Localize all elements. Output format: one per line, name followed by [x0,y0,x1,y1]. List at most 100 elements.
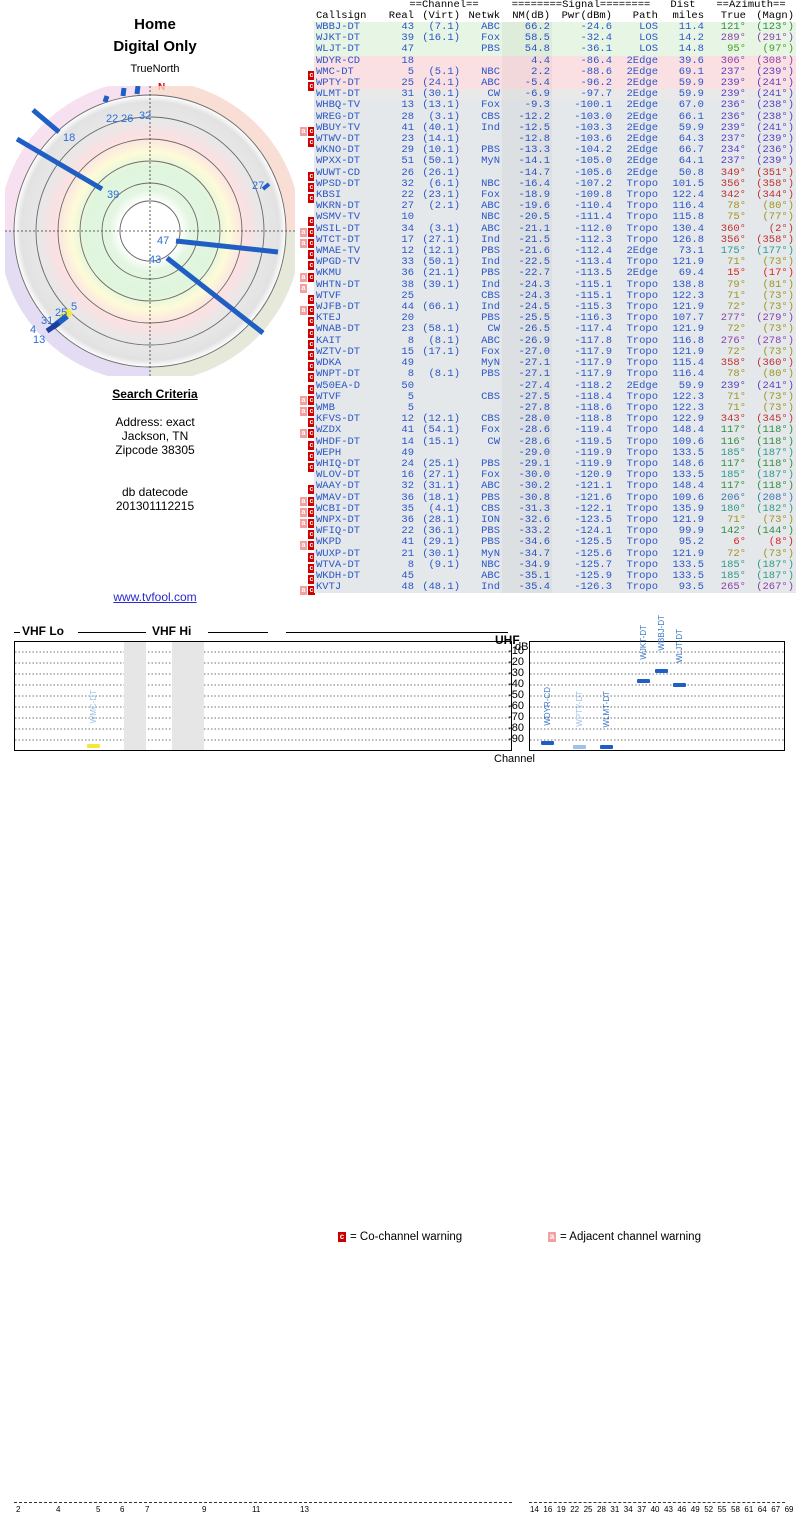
station-signal-bar[interactable] [636,678,650,683]
table-row[interactable]: WSIL-DT 34 (3.1) ABC -21.1 -112.0 Tropo 130.4 36… [314,223,796,235]
station-signal-bar[interactable] [87,743,101,748]
criteria-address: Address: exact [115,415,195,429]
table-row[interactable]: WNPX-DT 36 (28.1) ION -32.6 -123.5 Tropo 121.9 7… [314,514,796,527]
azimuth-magn-cell: (236°) [748,145,796,157]
table-row[interactable]: WHIQ-DT 24 (25.1) PBS -29.1 -119.9 Tropo 148.6 1… [314,458,796,471]
col-real[interactable]: Real [388,10,414,22]
table-row[interactable]: WREG-DT 28 (3.1) CBS -12.2 -103.0 2Edge 66.1 236… [314,111,796,123]
table-row[interactable]: WFIQ-DT 22 (36.1) PBS -33.2 -124.1 Tropo 99.9 14… [314,525,796,538]
adjacent-warning-icon: a [300,507,307,517]
warning-flags: c [300,295,316,306]
table-row[interactable]: WJFB-DT 44 (66.1) Ind -24.5 -115.3 Tropo 121.9 7… [314,301,796,314]
table-row[interactable]: WTCT-DT 17 (27.1) Ind -21.5 -112.3 Tropo 126.8 3… [314,234,796,247]
table-row[interactable]: WTVA-DT 8 (9.1) NBC -34.9 -125.7 Tropo 133.5 185… [314,559,796,571]
col-magn[interactable]: (Magn) [756,10,794,22]
table-row[interactable]: WHBQ-TV 13 (13.1) Fox -9.3 -100.1 2Edge 67.0 236… [314,100,796,112]
table-row[interactable]: WZDX 41 (54.1) Fox -28.6 -119.4 Tropo 148.4 117°… [314,425,796,437]
callsign-cell: WEPH [314,447,386,459]
callsign-cell: WHBQ-TV [314,100,386,112]
table-row[interactable]: WLOV-DT 16 (27.1) Fox -30.0 -120.9 Tropo 133.5 1… [314,469,796,482]
network-cell [462,55,502,67]
azimuth-magn-cell: (187°) [748,469,796,482]
table-row[interactable]: WPGD-TV 33 (50.1) Ind -22.5 -113.4 Tropo 121.9 7… [314,257,796,269]
warning-flags: c [300,351,316,362]
real-channel-cell: 8 [386,559,416,571]
table-row[interactable]: WEPH 49 -29.0 -119.9 Tropo 133.5 185° (187°) [314,447,796,459]
table-row[interactable]: WAAY-DT 32 (31.1) ABC -30.2 -121.1 Tropo 148.4 1… [314,481,796,493]
y-tick-label: -60 [508,700,524,712]
table-row[interactable]: WNAB-DT 23 (58.1) CW -26.5 -117.4 Tropo 121.9 72… [314,324,796,336]
table-row[interactable]: WKMU 36 (21.1) PBS -22.7 -113.5 2Edge 69.4 15° (1… [314,268,796,280]
cochannel-warning-icon: c [308,295,315,304]
station-signal-bar[interactable] [573,745,586,749]
table-row[interactable]: WUXP-DT 21 (30.1) MyN -34.7 -125.6 Tropo 121.9 7… [314,548,796,560]
table-row[interactable]: WMB 5 -27.8 -118.6 Tropo 122.3 71° (73°) [314,402,796,415]
table-row[interactable]: WMAV-DT 36 (18.1) PBS -30.8 -121.6 Tropo 109.6 2… [314,492,796,504]
col-true[interactable]: True [720,10,746,22]
svg-text:31: 31 [41,315,53,327]
table-row[interactable]: WNPT-DT 8 (8.1) PBS -27.1 -117.9 Tropo 116.4 78°… [314,369,796,381]
virtual-channel-cell: (8.1) [416,335,462,347]
callsign-cell: WKPD [314,537,386,549]
callsign-cell: WJFB-DT [314,301,386,314]
table-row[interactable]: WHTN-DT 38 (39.1) Ind -24.3 -115.1 Tropo 138.8 7… [314,279,796,291]
station-signal-bar[interactable] [673,682,686,687]
station-signal-bar[interactable] [541,741,555,746]
table-row[interactable]: WPSD-DT 32 (6.1) NBC -16.4 -107.2 Tropo 101.5 35… [314,178,796,191]
col-path[interactable]: Path [632,10,658,22]
table-row[interactable]: WTWV-DT 23 (14.1) -12.8 -103.6 2Edge 64.3 237°(… [314,133,796,146]
col-callsign[interactable]: Callsign [316,10,367,22]
station-signal-bar[interactable] [600,745,614,749]
network-cell: CBS [462,290,502,303]
col-nm[interactable]: NM(dB) [512,10,550,22]
col-dist[interactable]: miles [672,10,704,22]
table-row[interactable]: WMAE-TV 12 (12.1) PBS -21.6 -112.4 2Edge 73.1 17… [314,245,796,258]
adjacent-warning-icon: a [300,429,307,439]
col-virt[interactable]: (Virt) [422,10,460,22]
table-row[interactable]: WTVF 25 CBS -24.3 -115.1 Tropo 122.3 71° (73°) [314,290,796,303]
svg-text:5: 5 [71,301,77,313]
cochannel-warning-icon: c [308,552,315,562]
noise-margin-cell: 66.2 [502,21,552,34]
col-netwk[interactable]: Netwk [468,10,500,22]
station-label: WJKT-DT [638,624,648,660]
azimuth-magn-cell: (73°) [748,257,796,269]
table-row[interactable]: WDYR-CD 18 4.4 -86.4 2Edge 39.6 306° (308°) [314,55,796,67]
table-row[interactable]: KAIT 8 (8.1) ABC -26.9 -117.8 Tropo 116.8 276° (2… [314,335,796,347]
table-row[interactable]: WUWT-CD 26 (26.1) -14.7 -105.6 2Edge 50.8 349°(… [314,167,796,179]
cochannel-warning-icon: c [308,575,315,584]
table-row[interactable]: WPTY-DT 25 (24.1) ABC -5.4 -96.2 2Edge 59.9 239°… [314,77,796,90]
table-row[interactable]: WMC-DT 5 (5.1) NBC 2.2 -88.6 2Edge 69.1 237° (239… [314,66,796,79]
table-row[interactable]: WLMT-DT 31 (30.1) CW -6.9 -97.7 2Edge 59.9 239°(… [314,89,796,101]
table-row[interactable]: WCBI-DT 35 (4.1) CBS -31.3 -122.1 Tropo 135.9 18… [314,503,796,515]
table-row[interactable]: WKNO-DT 29 (10.1) PBS -13.3 -104.2 2Edge 66.7 23… [314,145,796,157]
table-row[interactable]: WPXX-DT 51 (50.1) MyN -14.1 -105.0 2Edge 64.1 23… [314,156,796,168]
real-channel-cell: 31 [386,89,416,101]
table-row[interactable]: KBSI 22 (23.1) Fox -18.9 -109.8 Tropo 122.4 342°… [314,189,796,202]
table-row[interactable]: WDKA 49 MyN -27.1 -117.9 Tropo 115.4 358° (360°) [314,357,796,370]
table-row[interactable]: WJKT-DT 39 (16.1) Fox 58.5 -32.4 LOS 14.2 289° (2… [314,32,796,45]
table-row[interactable]: WKDH-DT 45 ABC -35.1 -125.9 Tropo 133.5 185° (18… [314,570,796,583]
x-tick-label: 2 [16,1505,21,1514]
col-pwr[interactable]: Pwr(dBm) [561,10,612,22]
table-row[interactable]: WLJT-DT 47 PBS 54.8 -36.1 LOS 14.8 95° (97°) [314,44,796,56]
table-row[interactable]: WBUY-TV 41 (40.1) Ind -12.5 -103.3 2Edge 59.9 23… [314,122,796,135]
table-row[interactable]: KFVS-DT 12 (12.1) CBS -28.0 -118.8 Tropo 122.9 3… [314,413,796,426]
table-row[interactable]: WKRN-DT 27 (2.1) ABC -19.6 -110.4 Tropo 116.4 78… [314,201,796,213]
table-row[interactable]: WZTV-DT 15 (17.1) Fox -27.0 -117.9 Tropo 121.9 7… [314,346,796,359]
table-row[interactable]: WTVF 5 CBS -27.5 -118.4 Tropo 122.3 71° (73°) [314,391,796,403]
table-row[interactable]: WBBJ-DT 43 (7.1) ABC 66.2 -24.6 LOS 11.4 121° (12… [314,21,796,34]
noise-margin-cell: -16.4 [502,178,552,191]
x-tick-label: 31 [610,1505,620,1514]
path-cell: Tropo [614,492,660,504]
path-cell: Tropo [614,537,660,549]
tvfool-link[interactable]: www.tvfool.com [113,590,197,604]
table-row[interactable]: WHDF-DT 14 (15.1) CW -28.6 -119.5 Tropo 109.6 11… [314,436,796,448]
table-row[interactable]: WKPD 41 (29.1) PBS -34.6 -125.5 Tropo 95.2 6° (8°… [314,537,796,549]
table-row[interactable]: KTEJ 20 PBS -25.5 -116.3 Tropo 107.7 277° (279°) [314,313,796,325]
real-channel-cell: 20 [386,313,416,325]
table-row[interactable]: WSMV-TV 10 NBC -20.5 -111.4 Tropo 115.8 75° (77°… [314,212,796,224]
table-row[interactable]: KVTJ 48 (48.1) Ind -35.4 -126.3 Tropo 93.5 265°(… [314,581,796,594]
table-row[interactable]: W50EA-D 50 -27.4 -118.2 2Edge 59.9 239° (241°) [314,380,796,392]
station-signal-bar[interactable] [654,669,668,674]
